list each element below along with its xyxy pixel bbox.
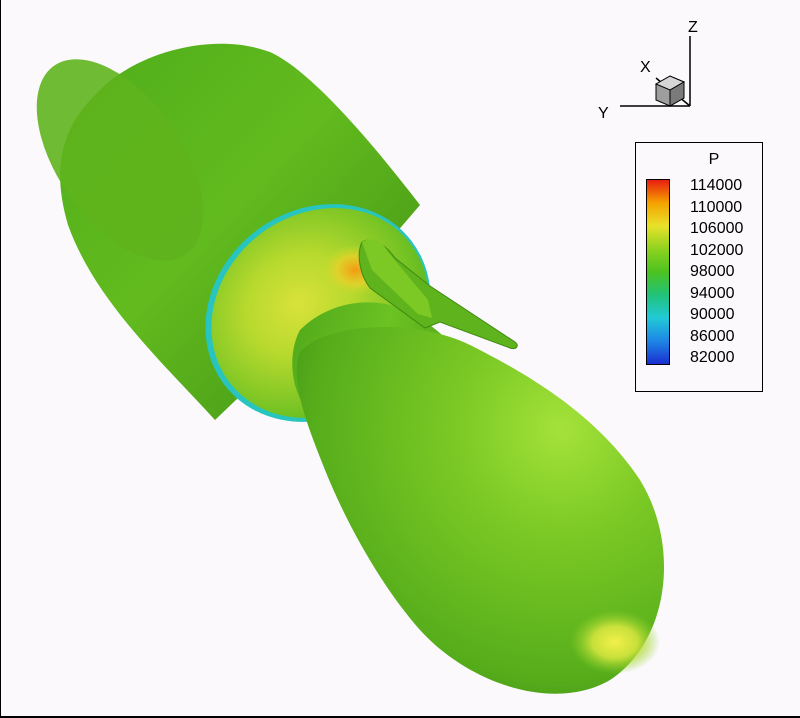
propeller-blade-tip (362, 239, 432, 318)
axis-label-x: X (640, 59, 651, 76)
axis-label-z: Z (688, 19, 698, 36)
legend-tick-label: 90000 (690, 306, 735, 323)
legend-tick-label: 82000 (690, 349, 735, 366)
hub-body (296, 327, 664, 694)
legend-tick-label: 110000 (690, 198, 743, 216)
axis-triad: Z X Y (598, 19, 698, 122)
duct-rear-cap (36, 59, 204, 261)
legend-color-bar (646, 179, 670, 365)
axis-label-y: Y (598, 105, 609, 122)
frame-left-border (0, 0, 1, 718)
frame-bottom-border (0, 716, 800, 718)
legend-tick-label: 94000 (690, 284, 735, 302)
legend-tick-label: 98000 (690, 263, 735, 280)
hub-nose-highlight (570, 610, 660, 674)
legend-tick-label: 102000 (690, 241, 744, 259)
legend-tick-label: 106000 (690, 220, 744, 237)
legend-tick-label: 114000 (690, 177, 743, 194)
legend-tick-label: 86000 (690, 327, 735, 345)
legend-title: P (708, 151, 720, 168)
pressure-legend: P 114000 110000 106000 102000 98000 94000 9000… (635, 142, 763, 392)
